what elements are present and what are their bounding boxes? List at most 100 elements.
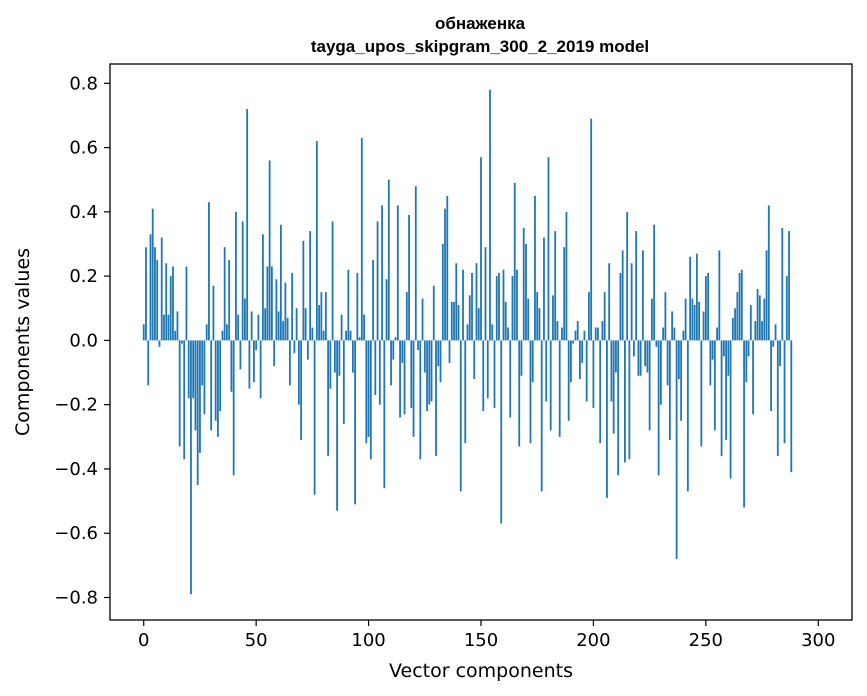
bar: [340, 314, 343, 341]
bar: [435, 340, 437, 457]
bar: [552, 295, 554, 341]
bar: [637, 340, 640, 376]
bar: [563, 247, 566, 341]
bar: [145, 247, 147, 341]
bar: [412, 340, 415, 437]
bar: [453, 301, 455, 341]
bar: [491, 324, 494, 341]
bar: [255, 340, 258, 351]
bar: [183, 340, 186, 460]
bar: [167, 314, 170, 341]
bar: [163, 314, 165, 341]
bar: [462, 269, 464, 341]
bar: [226, 324, 228, 341]
bar: [455, 263, 458, 341]
bar: [657, 340, 660, 476]
bar: [482, 340, 485, 412]
bar: [749, 305, 752, 341]
bar: [428, 340, 431, 405]
bar: [288, 340, 291, 386]
bar: [565, 211, 568, 341]
bar: [666, 340, 669, 386]
bar: [147, 340, 150, 386]
bar: [248, 340, 251, 389]
bar: [743, 340, 745, 508]
bar: [745, 340, 748, 383]
bar: [498, 272, 500, 341]
bar: [266, 266, 269, 341]
bar: [594, 327, 597, 341]
bar: [176, 311, 179, 341]
x-tick-label: 100: [351, 630, 385, 651]
bar: [720, 340, 723, 457]
bar: [156, 260, 159, 341]
bar: [446, 195, 449, 341]
bar: [259, 340, 262, 399]
bar: [567, 340, 570, 421]
bar: [597, 327, 599, 341]
x-tick-label: 50: [245, 630, 268, 651]
bar: [205, 324, 208, 341]
bar: [727, 340, 730, 376]
bar: [653, 224, 656, 341]
bar: [684, 298, 687, 341]
chart-title: обнаженка: [435, 14, 526, 33]
bar: [612, 340, 615, 434]
bar: [509, 340, 512, 418]
bar: [493, 340, 496, 408]
bar: [529, 340, 532, 444]
bar: [154, 247, 156, 341]
bar: [241, 221, 244, 341]
bar: [439, 340, 442, 383]
bar: [668, 340, 671, 441]
bar: [151, 208, 154, 341]
bar: [601, 321, 604, 341]
bar: [549, 340, 552, 431]
bar: [624, 340, 626, 463]
bar: [673, 327, 676, 341]
bar: [322, 330, 325, 341]
y-tick-label: 0.4: [69, 202, 98, 223]
bar: [268, 160, 271, 341]
bar: [475, 263, 478, 341]
bar: [203, 340, 206, 415]
bar: [489, 89, 491, 341]
bar: [689, 256, 692, 341]
bar: [763, 298, 766, 341]
bar: [621, 250, 624, 341]
bar: [592, 340, 595, 408]
bar: [495, 276, 498, 341]
bar: [295, 308, 298, 341]
bar: [430, 340, 433, 402]
bar: [142, 324, 145, 341]
bar: [331, 221, 334, 341]
bar: [187, 340, 190, 399]
bar: [700, 340, 703, 447]
bar: [385, 279, 388, 341]
bar: [639, 340, 642, 376]
bar: [419, 340, 422, 460]
bar: [230, 340, 233, 392]
bar: [450, 301, 453, 341]
bar: [217, 340, 219, 437]
bar: [731, 317, 734, 341]
bar: [756, 288, 759, 341]
bar: [228, 260, 231, 341]
bar: [387, 179, 390, 341]
bar: [477, 308, 480, 341]
bar: [408, 215, 410, 341]
bar: [558, 340, 561, 437]
bar: [264, 308, 267, 341]
bar: [599, 340, 602, 444]
bar: [691, 298, 694, 341]
bar: [360, 137, 363, 341]
bar: [590, 118, 593, 341]
bar: [513, 182, 516, 341]
bar: [181, 340, 183, 344]
bar: [318, 305, 321, 341]
bar: [185, 266, 188, 341]
bar: [693, 305, 696, 341]
bar: [190, 340, 192, 595]
bar: [306, 340, 309, 360]
